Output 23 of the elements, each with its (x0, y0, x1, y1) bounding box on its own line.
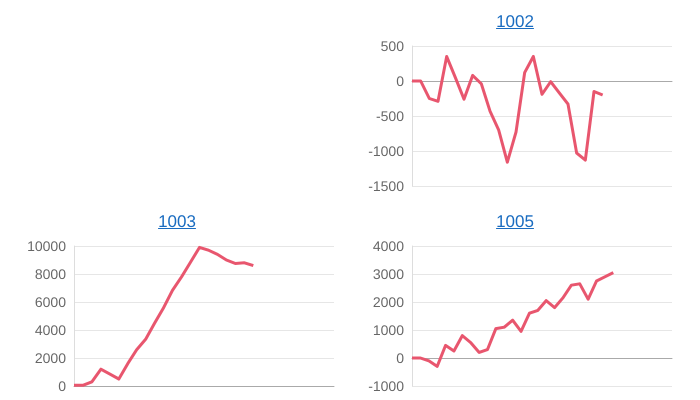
y-tick-label: 4000 (372, 238, 404, 254)
y-tick-label: 10000 (27, 238, 66, 254)
chart-title: 1002 (495, 12, 535, 32)
y-tick-label: -500 (376, 108, 404, 124)
y-tick-label: 2000 (34, 350, 66, 366)
y-tick-label: 1000 (372, 322, 404, 338)
y-tick-label: 0 (396, 350, 404, 366)
y-tick-label: 0 (58, 378, 66, 394)
line-series (72, 246, 255, 387)
y-tick-label: 2000 (372, 294, 404, 310)
line-series (410, 271, 615, 368)
y-tick-label: 8000 (34, 266, 66, 282)
y-tick-label: 6000 (34, 294, 66, 310)
chart-title: 1005 (495, 212, 535, 232)
y-tick-label: 500 (380, 38, 404, 54)
y-tick-label: 0 (396, 73, 404, 89)
y-tick-label: -1500 (368, 178, 404, 194)
line-series (410, 55, 604, 164)
y-tick-label: -1000 (368, 378, 404, 394)
y-tick-label: -1000 (368, 143, 404, 159)
y-tick-label: 4000 (34, 322, 66, 338)
y-tick-label: 3000 (372, 266, 404, 282)
chart-title: 1003 (157, 212, 197, 232)
